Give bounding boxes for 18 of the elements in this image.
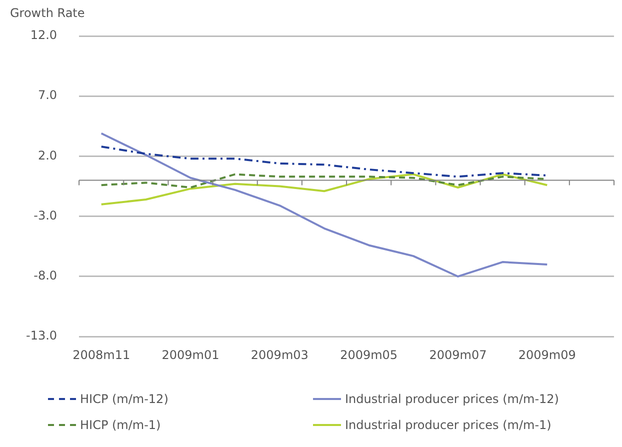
x-tick-label: 2008m11 <box>72 348 130 362</box>
y-tick-label: 12.0 <box>30 28 58 42</box>
y-tick-label: -3.0 <box>34 208 58 222</box>
legend-label: HICP (m/m-12) <box>80 392 168 406</box>
x-tick-label: 2009m09 <box>518 348 576 362</box>
legend-label: Industrial producer prices (m/m-12) <box>345 392 559 406</box>
y-tick-label: 7.0 <box>38 88 58 102</box>
x-tick-label: 2009m01 <box>162 348 220 362</box>
y-tick-label: -13.0 <box>26 328 58 343</box>
line-series <box>100 146 548 178</box>
legend-label: HICP (m/m-1) <box>80 418 161 432</box>
y-axis-title: Growth Rate <box>10 6 85 20</box>
y-tick-label: 2.0 <box>38 148 58 162</box>
y-tick-label: -8.0 <box>34 268 58 283</box>
x-tick-label: 2009m05 <box>340 348 398 362</box>
x-tick-label: 2009m03 <box>250 348 308 362</box>
x-tick-label: 2009m07 <box>429 348 487 362</box>
legend-label: Industrial producer prices (m/m-1) <box>345 418 552 432</box>
